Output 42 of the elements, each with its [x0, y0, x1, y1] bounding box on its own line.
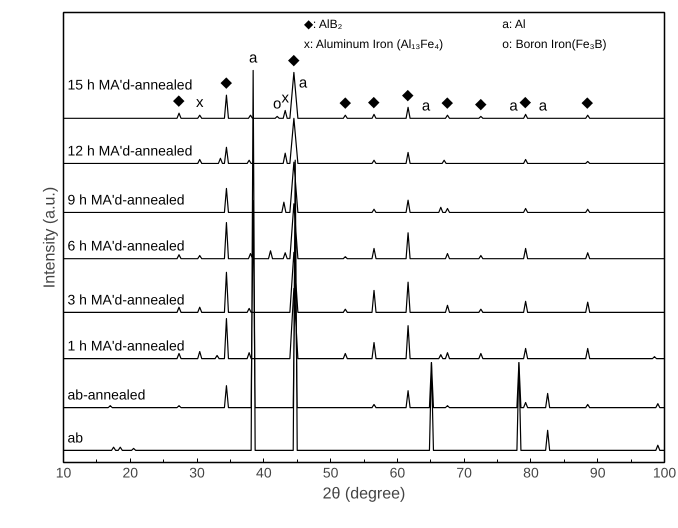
annotation: a	[509, 97, 518, 114]
series-label: 15 h MA'd-annealed	[68, 76, 192, 92]
annotation: a	[538, 97, 548, 114]
text: ◆: AlB₂	[304, 16, 343, 31]
x-tick-label: 100	[652, 464, 676, 480]
text: o: Boron Iron(Fe₃B)	[502, 37, 606, 51]
annotation: ◆	[339, 94, 352, 112]
annotation: x	[196, 94, 204, 112]
annotation: a	[248, 50, 258, 67]
series-label: ab	[68, 429, 84, 446]
series-label: 3 h MA'd-annealed	[68, 291, 185, 308]
annotation: x	[281, 89, 290, 106]
x-tick-label: 20	[122, 464, 138, 480]
series-label: 6 h MA'd-annealed	[68, 238, 185, 254]
annotation: o	[273, 95, 282, 112]
y-axis-title: Intensity (a.u.)	[42, 186, 58, 288]
series-label: 12 h MA'd-annealed	[68, 142, 192, 158]
annotation: ◆	[220, 74, 232, 92]
annotation: a	[298, 74, 308, 92]
annotation: ◆	[368, 93, 380, 110]
annotation: ◆	[173, 92, 186, 110]
annotation: ◆	[402, 86, 414, 104]
text: a: Al	[502, 16, 526, 31]
series-label: 1 h MA'd-annealed	[68, 338, 185, 354]
text: x: Aluminum Iron (Al₁₃Fe₄)	[304, 37, 444, 51]
x-axis-title: 2θ (degree)	[322, 486, 406, 502]
annotation: ◆	[288, 51, 300, 68]
annotation: a	[422, 97, 431, 114]
x-tick-label: 40	[256, 464, 272, 480]
x-tick-label: 50	[322, 464, 339, 480]
annotation: ◆	[582, 94, 594, 112]
x-tick-label: 90	[590, 464, 606, 480]
x-tick-label: 70	[456, 464, 472, 480]
annotation: ◆	[441, 94, 454, 112]
x-tick-label: 10	[56, 464, 72, 480]
x-tick-label: 30	[189, 464, 206, 480]
x-tick-label: 80	[523, 464, 539, 480]
annotation: ◆	[474, 95, 487, 112]
annotation: ◆	[520, 93, 532, 110]
series-label: ab-annealed	[68, 386, 146, 403]
series-label: 9 h MA'd-annealed	[68, 191, 185, 208]
x-tick-label: 60	[390, 464, 406, 480]
